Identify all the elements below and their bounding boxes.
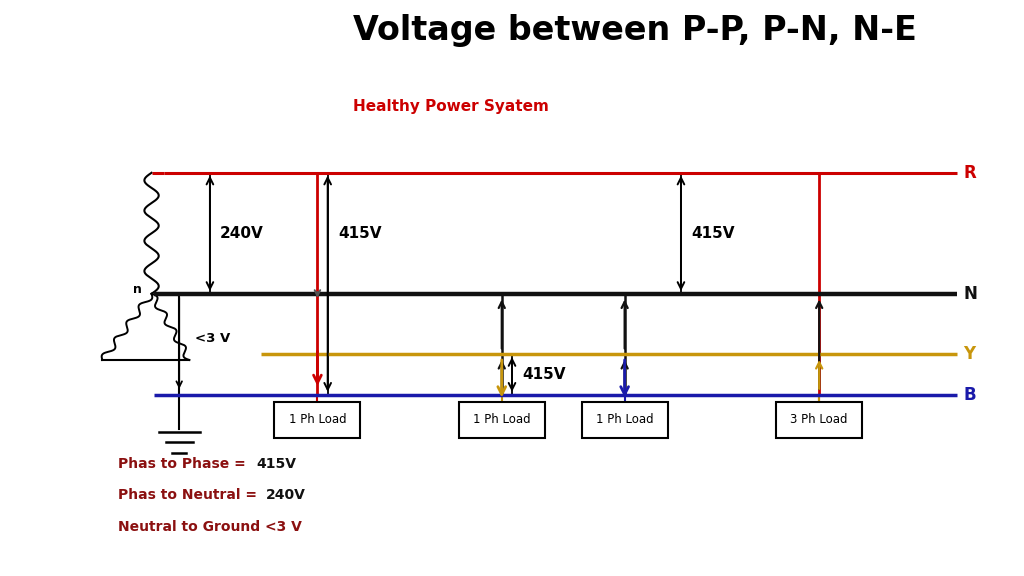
Text: 1 Ph Load: 1 Ph Load [473,414,530,426]
Text: R: R [964,164,976,182]
Text: 1 Ph Load: 1 Ph Load [289,414,346,426]
Text: 415V: 415V [522,367,565,382]
FancyBboxPatch shape [459,402,545,438]
Text: 3 Ph Load: 3 Ph Load [791,414,848,426]
Text: 415V: 415V [691,226,734,241]
FancyBboxPatch shape [776,402,862,438]
Text: Phas to Neutral =: Phas to Neutral = [118,488,262,502]
Text: Neutral to Ground <3 V: Neutral to Ground <3 V [118,520,302,534]
Text: <3 V: <3 V [195,332,229,345]
FancyBboxPatch shape [274,402,360,438]
Text: Phas to Phase =: Phas to Phase = [118,457,251,471]
Text: Y: Y [964,345,976,363]
Text: B: B [964,385,976,404]
Text: n: n [133,283,142,295]
Text: 415V: 415V [256,457,296,471]
Text: 240V: 240V [266,488,306,502]
Text: 240V: 240V [220,226,264,241]
FancyBboxPatch shape [582,402,668,438]
Text: 1 Ph Load: 1 Ph Load [596,414,653,426]
Text: Voltage between P-P, P-N, N-E: Voltage between P-P, P-N, N-E [353,14,916,47]
Text: N: N [964,285,978,303]
Text: Healthy Power Syatem: Healthy Power Syatem [352,99,549,114]
Text: 415V: 415V [338,226,381,241]
